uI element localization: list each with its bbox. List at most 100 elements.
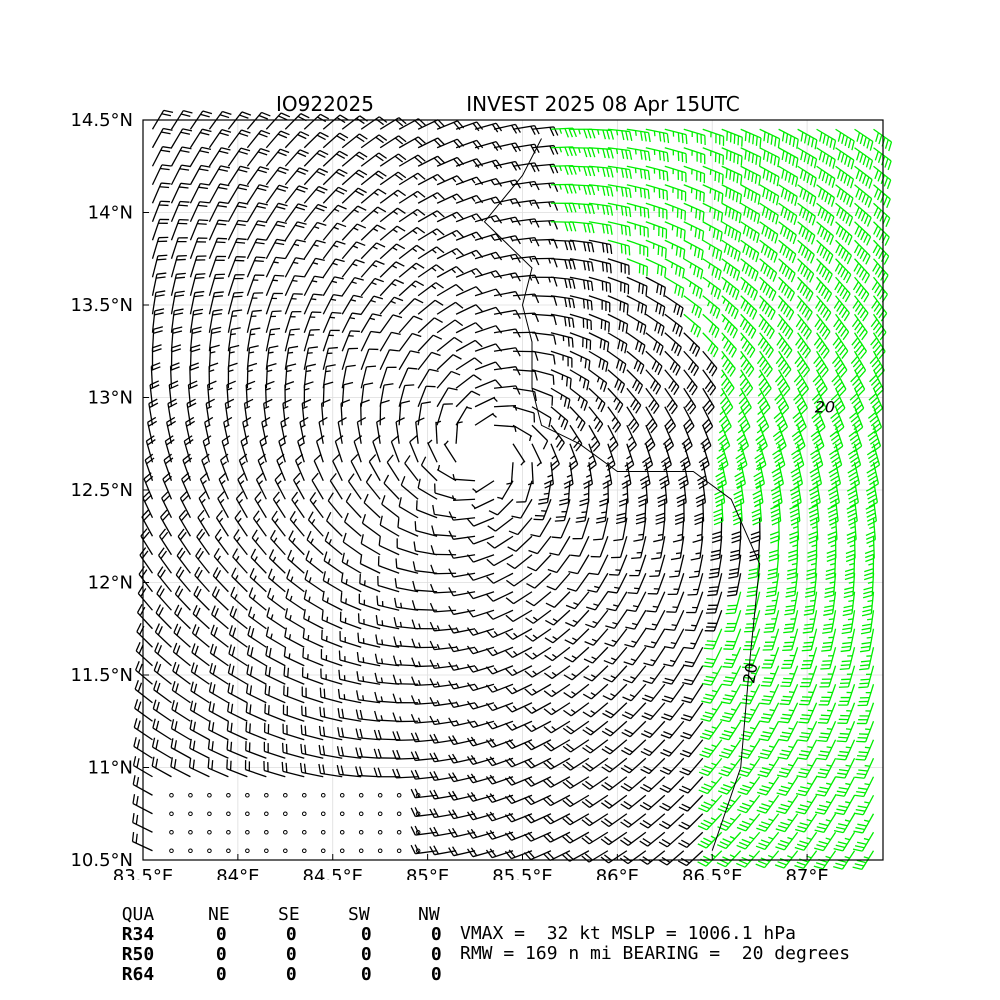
barb-staff [251,537,267,556]
barb-feather [704,380,712,390]
barb-staff [288,538,305,556]
barb-feather [817,772,828,775]
barb-staff [588,406,604,425]
barb-feather [771,212,776,223]
barb-feather [869,374,877,383]
barb-feather [779,735,790,738]
barb-feather [834,794,845,797]
barb-feather [538,501,548,505]
barb-feather [722,697,733,701]
barb-staff [520,498,533,519]
barb-feather [156,585,163,595]
barb-staff [569,424,583,445]
barb-staff [264,384,267,407]
barb-feather [182,453,191,461]
barb-feather [779,243,784,254]
barb-feather [766,267,772,277]
barb-feather [815,359,823,368]
barb-feather [831,479,840,486]
barb-half-feather [514,426,517,432]
barb-staff [306,539,324,556]
barb-half-feather [738,391,744,397]
barb-feather [858,268,865,278]
barb-half-feather [493,722,498,728]
barb-feather [797,739,808,742]
barb-feather [639,804,649,811]
barb-feather [822,645,832,648]
barb-feather [830,434,840,441]
barb-feather [603,677,613,683]
barb-feather [583,241,587,252]
barb-feather [318,725,322,736]
barb-feather [504,832,512,841]
barb-staff [417,299,436,315]
barb-feather [268,686,271,696]
barb-feather [448,791,455,801]
barb-staff [645,350,663,367]
barb-staff [390,441,400,463]
barb-feather [693,325,699,335]
barb-half-feather [380,658,384,664]
barb-staff [804,794,818,815]
barb-half-feather [455,627,460,633]
barb-feather [155,701,160,712]
barb-feather [678,842,688,849]
barb-staff [474,361,496,371]
barb-feather [215,509,223,519]
barb-feather [771,516,781,522]
barb-feather [373,767,378,777]
barb-feather [300,743,303,754]
barb-feather [321,610,324,620]
barb-half-feather [412,229,418,235]
barb-feather [661,838,671,845]
barb-feather [250,628,255,638]
barb-feather [581,837,590,845]
barb-half-feather [471,251,476,257]
barb-staff [191,651,210,667]
barb-staff [690,683,704,704]
barb-staff [644,499,647,522]
barb-feather [860,645,871,649]
barb-feather [178,569,185,579]
barb-half-feather [532,706,537,712]
barb-staff [474,270,497,278]
barb-feather [838,787,849,790]
barb-feather [864,568,874,573]
barb-feather [706,640,717,643]
barb-staff [215,517,229,537]
barb-feather [707,342,714,352]
barb-feather [599,338,603,349]
barb-feather [343,512,349,523]
barb-feather [749,229,754,239]
barb-staff [645,313,665,328]
barb-feather [641,345,646,355]
barb-staff [246,292,255,315]
barb-feather [735,192,739,203]
barb-half-feather [572,435,578,441]
barb-feather [848,497,858,504]
barb-feather [798,403,807,412]
barb-staff [398,244,417,260]
barb-feather [840,649,851,653]
barb-feather [799,384,807,393]
barb-half-feather [290,576,294,582]
barb-feather [650,379,656,389]
barb-feather [814,299,822,309]
barb-feather [800,365,808,375]
barb-staff [493,179,516,186]
barb-staff [436,193,458,204]
barb-feather [249,666,253,676]
barb-half-feather [371,281,377,286]
barb-staff [340,403,343,426]
barb-feather [505,704,513,713]
barb-half-feather [807,727,813,730]
barb-feather [504,741,513,749]
barb-feather [795,419,804,427]
barb-half-feather [313,226,320,230]
barb-staff [455,405,468,426]
barb-staff [455,390,473,408]
barb-half-feather [593,416,598,422]
barb-staff [398,208,418,223]
barb-feather [313,293,323,296]
barb-feather [217,237,228,240]
